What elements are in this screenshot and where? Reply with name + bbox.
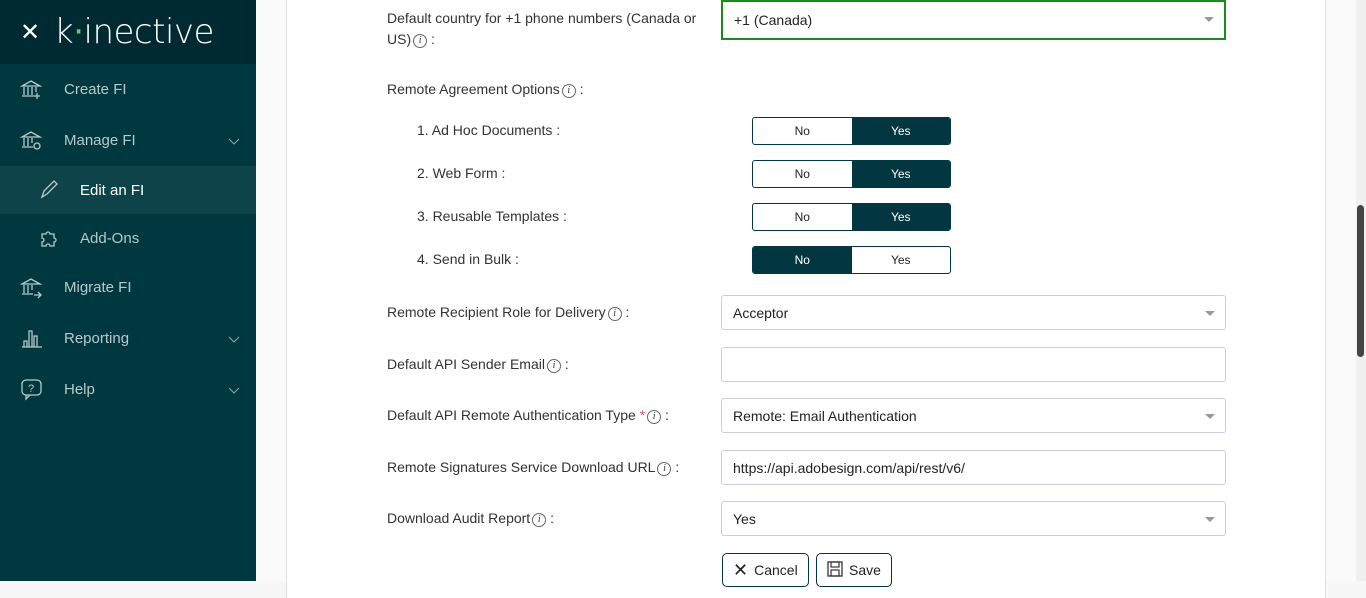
info-icon[interactable]: i	[657, 462, 672, 476]
chevron-down-icon[interactable]	[228, 382, 240, 399]
remote-options-label: Remote Agreement Options i :	[387, 81, 584, 98]
auth-type-select[interactable]: Remote: Email Authentication	[721, 398, 1226, 433]
sidebar-item-help[interactable]: ? Help	[0, 364, 256, 415]
info-icon[interactable]: i	[647, 410, 662, 424]
sidebar-item-label: Add-Ons	[80, 229, 140, 247]
sidebar-item-label: Edit an FI	[80, 181, 145, 199]
url-input[interactable]: https://api.adobesign.com/api/rest/v6/	[721, 450, 1226, 485]
kinective-logo: k·inective	[54, 12, 214, 52]
sender-email-label: Default API Sender Email i :	[387, 356, 569, 373]
sidebar-item-migrate-fi[interactable]: Migrate FI	[0, 262, 256, 313]
bar-chart-icon	[0, 327, 64, 351]
remote-option-label: 3. Reusable Templates :	[417, 208, 567, 224]
info-icon[interactable]: i	[532, 513, 547, 527]
sidebar-item-label: Help	[64, 381, 95, 398]
scrollbar-thumb[interactable]	[1357, 205, 1364, 357]
remote-option-label: 4. Send in Bulk :	[417, 251, 519, 267]
toggle-yes[interactable]: Yes	[851, 118, 950, 144]
close-icon[interactable]: ✕	[20, 18, 41, 46]
toggle-no[interactable]: No	[794, 167, 810, 181]
main-content: Default country for +1 phone numbers (Ca…	[256, 0, 1356, 598]
yes-no-toggle[interactable]: No Yes	[752, 117, 951, 145]
audit-select[interactable]: Yes	[721, 501, 1226, 536]
bank-arrow-icon	[0, 276, 64, 300]
sender-email-input[interactable]	[721, 347, 1226, 382]
remote-option-label: 1. Ad Hoc Documents :	[417, 122, 561, 138]
toggle-no[interactable]: No	[794, 124, 810, 138]
close-icon: ✕	[733, 559, 749, 580]
sidebar-item-edit-an-fi[interactable]: Edit an FI	[0, 166, 256, 214]
yes-no-toggle[interactable]: No Yes	[752, 160, 951, 188]
chevron-down-icon[interactable]	[228, 331, 240, 348]
chevron-down-icon	[1204, 17, 1214, 22]
info-icon[interactable]: i	[413, 34, 428, 48]
pencil-icon	[0, 178, 80, 202]
sidebar: ✕ k·inective Create FI Manage FI Edit an F…	[0, 0, 256, 581]
toggle-yes[interactable]: Yes	[851, 161, 950, 187]
yes-no-toggle[interactable]: No Yes	[752, 203, 951, 231]
info-icon[interactable]: i	[607, 307, 622, 321]
sidebar-item-label: Create FI	[64, 81, 127, 98]
svg-text:?: ?	[28, 383, 34, 395]
settings-form: Default country for +1 phone numbers (Ca…	[286, 0, 1326, 598]
role-label: Remote Recipient Role for Delivery i :	[387, 304, 630, 321]
help-bubble-icon: ?	[0, 378, 64, 402]
sidebar-item-create-fi[interactable]: Create FI	[0, 64, 256, 115]
cancel-button[interactable]: ✕ Cancel	[722, 553, 809, 587]
sidebar-item-label: Reporting	[64, 330, 130, 347]
scrollbar[interactable]	[1356, 0, 1366, 581]
chevron-down-icon	[1205, 311, 1215, 316]
bank-plus-icon	[0, 78, 64, 102]
info-icon[interactable]: i	[561, 84, 576, 98]
url-label: Remote Signatures Service Download URL i …	[387, 459, 680, 476]
save-button[interactable]: Save	[816, 553, 892, 587]
sidebar-item-add-ons[interactable]: Add-Ons	[0, 214, 256, 262]
remote-option-label: 2. Web Form :	[417, 165, 506, 181]
chevron-down-icon	[1205, 517, 1215, 522]
floppy-disk-icon	[827, 560, 843, 580]
brand-header: ✕ k·inective	[0, 0, 256, 64]
auth-type-label: Default API Remote Authentication Type *…	[387, 407, 669, 424]
role-select[interactable]: Acceptor	[721, 295, 1226, 330]
yes-no-toggle[interactable]: No Yes	[752, 246, 951, 274]
toggle-no[interactable]: No	[753, 247, 852, 273]
sidebar-item-reporting[interactable]: Reporting	[0, 313, 256, 364]
sidebar-item-label: Migrate FI	[64, 279, 132, 296]
audit-label: Download Audit Report i :	[387, 510, 554, 527]
country-label: Default country for +1 phone numbers (Ca…	[387, 10, 697, 48]
bank-gear-icon	[0, 129, 64, 153]
sidebar-item-manage-fi[interactable]: Manage FI	[0, 115, 256, 166]
country-select[interactable]: +1 (Canada)	[721, 0, 1226, 40]
toggle-yes[interactable]: Yes	[890, 253, 911, 267]
chevron-down-icon[interactable]	[228, 133, 240, 150]
sidebar-item-label: Manage FI	[64, 132, 136, 149]
puzzle-icon	[0, 226, 80, 250]
info-icon[interactable]: i	[546, 359, 561, 373]
chevron-down-icon	[1205, 414, 1215, 419]
toggle-no[interactable]: No	[794, 210, 810, 224]
toggle-yes[interactable]: Yes	[851, 204, 950, 230]
